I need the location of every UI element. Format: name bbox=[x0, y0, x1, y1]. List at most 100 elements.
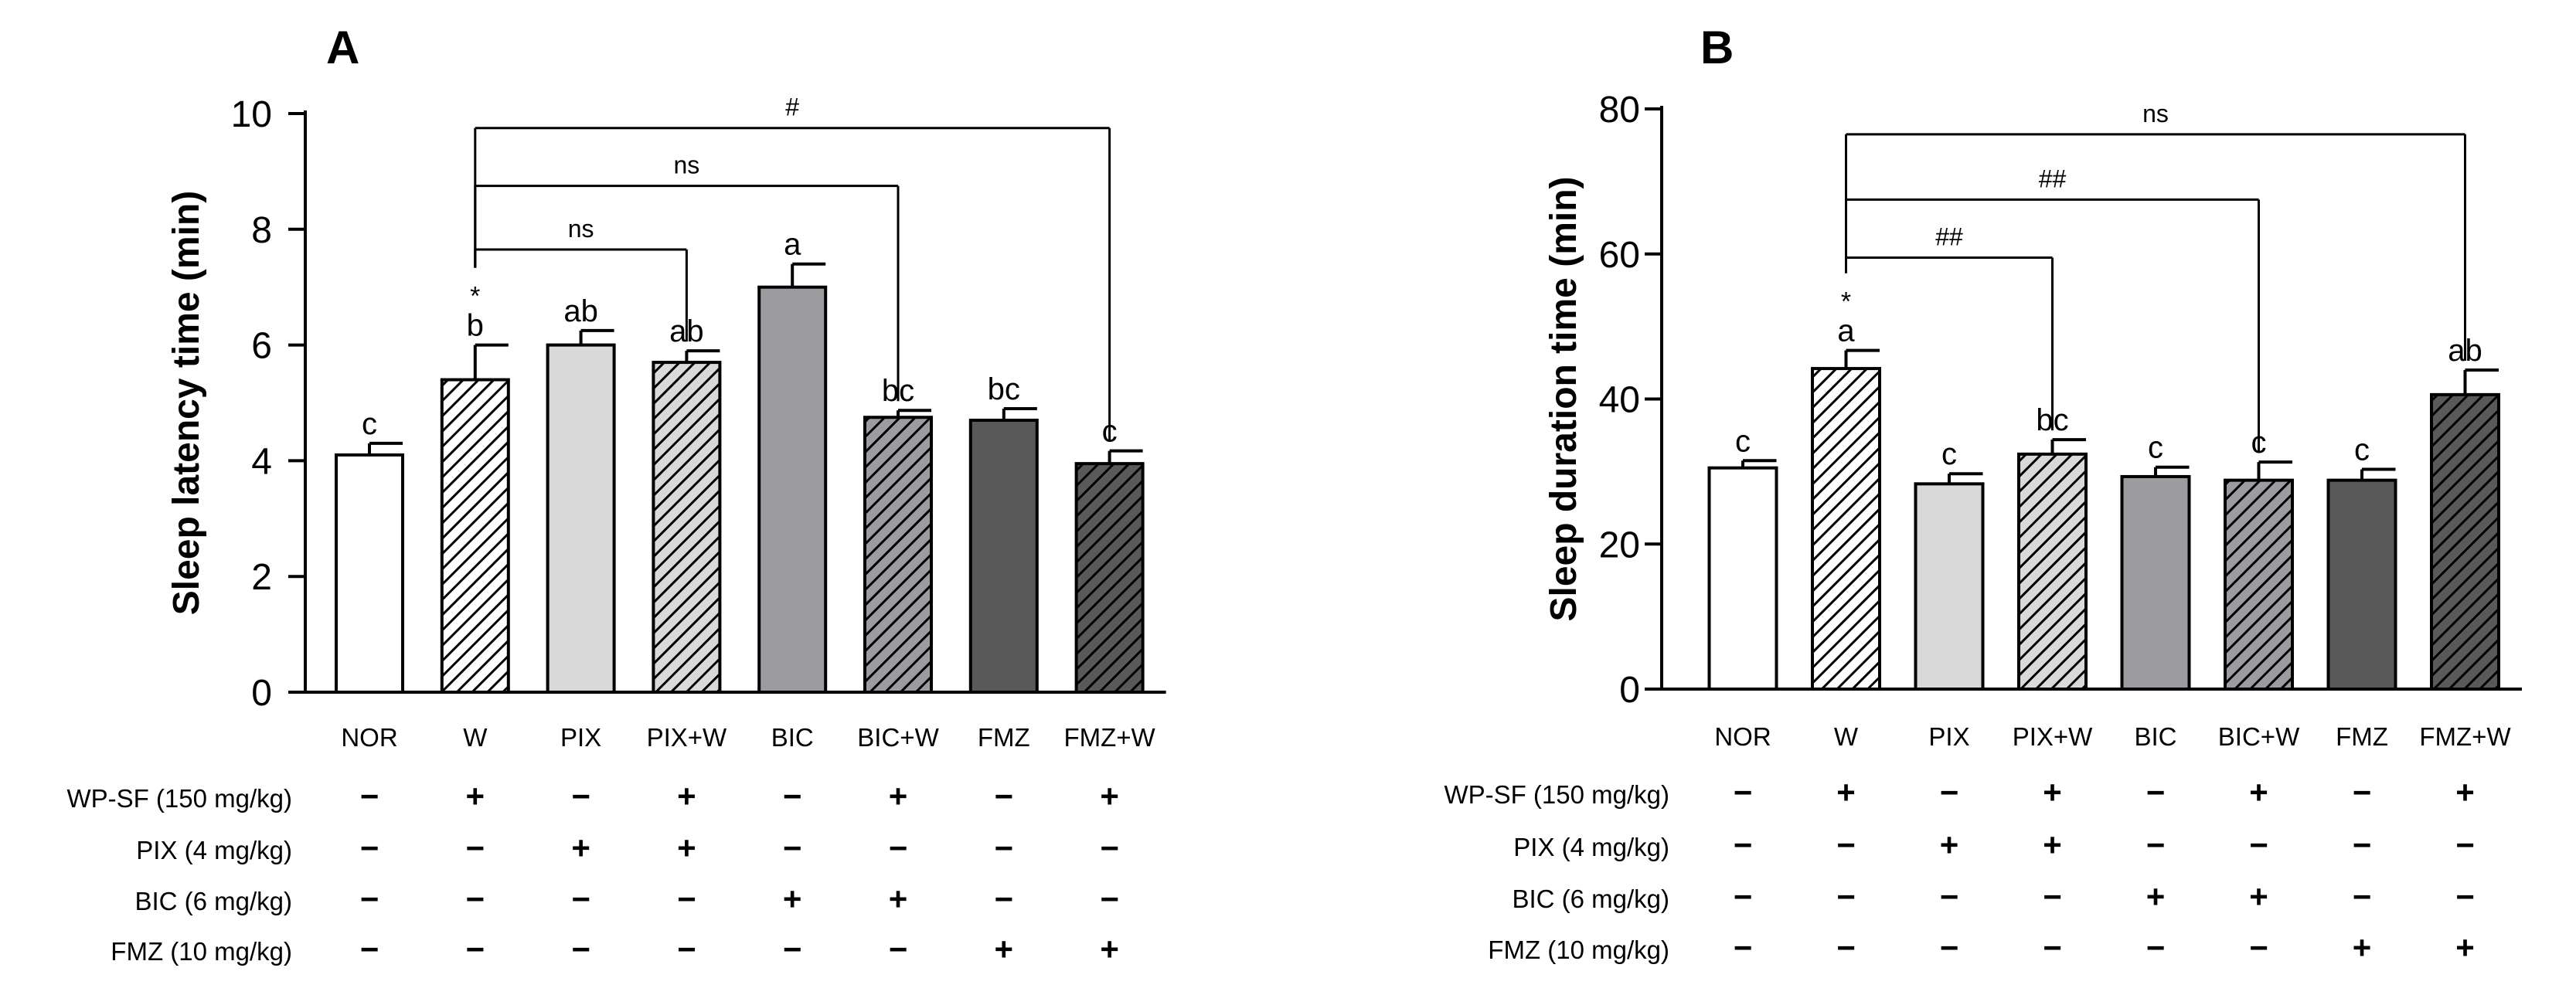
treatment-sign: − bbox=[677, 931, 696, 967]
treatment-sign: + bbox=[2146, 878, 2166, 915]
treatment-sign: − bbox=[783, 931, 802, 967]
treatment-sign: − bbox=[1940, 878, 1959, 915]
bar-pix-w bbox=[2017, 452, 2088, 691]
treatment-sign: − bbox=[1734, 929, 1753, 966]
significance-letter: c bbox=[362, 407, 377, 441]
treatment-sign: − bbox=[1940, 774, 1959, 810]
treatment-sign: + bbox=[2249, 878, 2268, 915]
treatment-sign: − bbox=[571, 931, 590, 967]
y-tick-label: 40 bbox=[1599, 380, 1640, 421]
treatment-sign: − bbox=[783, 830, 802, 866]
treatment-sign: − bbox=[783, 778, 802, 814]
treatment-sign: − bbox=[995, 881, 1014, 917]
x-tick-label: FMZ+W bbox=[2419, 722, 2511, 751]
y-tick-label: 4 bbox=[251, 441, 272, 482]
significance-letter: a bbox=[784, 228, 801, 262]
treatment-sign: + bbox=[2455, 929, 2475, 966]
y-tick-label: 60 bbox=[1599, 235, 1640, 276]
y-tick-label: 10 bbox=[231, 94, 272, 135]
treatment-sign: + bbox=[571, 830, 590, 866]
treatment-sign: − bbox=[360, 931, 379, 967]
significance-letter: c bbox=[2148, 431, 2163, 465]
treatment-sign: − bbox=[1836, 827, 1856, 863]
treatment-sign: − bbox=[889, 830, 908, 866]
treatment-sign: − bbox=[2146, 929, 2166, 966]
bar-bic-w bbox=[2224, 478, 2294, 691]
chart-b: Sleep duration time (min) 0 20 40 60 80 c NOR a*… bbox=[1444, 90, 2522, 966]
treatment-sign: + bbox=[466, 778, 485, 814]
x-tick-label: BIC+W bbox=[2218, 722, 2300, 751]
bar-bic-w bbox=[863, 416, 933, 694]
bracket-label: ## bbox=[2039, 165, 2067, 192]
bracket-label: ns bbox=[568, 215, 594, 243]
treatment-sign: − bbox=[466, 830, 485, 866]
treatment-sign: + bbox=[783, 881, 802, 917]
treatment-row-label: PIX (4 mg/kg) bbox=[136, 836, 292, 864]
treatment-sign: − bbox=[2043, 878, 2062, 915]
y-tick-label: 8 bbox=[251, 210, 272, 251]
x-tick-label: PIX+W bbox=[647, 723, 727, 752]
significance-letter: b bbox=[467, 309, 484, 343]
bracket-label: ns bbox=[2142, 100, 2169, 127]
x-tick-label: PIX bbox=[1928, 722, 1969, 751]
bar-nor bbox=[335, 453, 404, 694]
treatment-sign: − bbox=[2146, 774, 2166, 810]
treatment-sign: − bbox=[360, 778, 379, 814]
significance-letter: a bbox=[1837, 314, 1855, 348]
treatment-sign: − bbox=[2455, 827, 2475, 863]
treatment-sign: + bbox=[889, 778, 908, 814]
treatment-sign: − bbox=[360, 830, 379, 866]
treatment-sign: − bbox=[2249, 827, 2268, 863]
treatment-sign: − bbox=[1940, 929, 1959, 966]
treatment-sign: − bbox=[360, 881, 379, 917]
treatment-sign: + bbox=[1940, 827, 1959, 863]
treatment-sign: + bbox=[1836, 774, 1856, 810]
chart-a: Sleep latency time (min)0246810cNORb*Wab… bbox=[66, 93, 1166, 967]
bar-pix bbox=[546, 343, 616, 694]
treatment-sign: − bbox=[1734, 878, 1753, 915]
treatment-sign: − bbox=[2353, 878, 2372, 915]
y-tick-label: 80 bbox=[1599, 90, 1640, 131]
treatment-sign: − bbox=[677, 881, 696, 917]
bar-fmz-w bbox=[2430, 392, 2500, 691]
treatment-sign: − bbox=[1836, 878, 1856, 915]
bracket-label: ## bbox=[1935, 222, 1963, 250]
treatment-sign: + bbox=[1100, 778, 1119, 814]
y-tick-label: 0 bbox=[251, 673, 272, 714]
treatment-sign: − bbox=[2146, 827, 2166, 863]
treatment-row-label: BIC (6 mg/kg) bbox=[1512, 885, 1669, 913]
x-tick-label: PIX+W bbox=[2013, 722, 2093, 751]
treatment-row-label: WP-SF (150 mg/kg) bbox=[66, 784, 292, 813]
bar-fmz-w bbox=[1074, 462, 1145, 694]
y-tick-label: 6 bbox=[251, 326, 272, 367]
treatment-sign: + bbox=[677, 778, 696, 814]
treatment-sign: − bbox=[1734, 827, 1753, 863]
y-axis-label: Sleep latency time (min) bbox=[166, 191, 207, 616]
bracket-label: # bbox=[785, 93, 799, 121]
significance-letter: c bbox=[1941, 437, 1957, 471]
significance-star: * bbox=[1841, 287, 1851, 317]
x-tick-label: NOR bbox=[341, 723, 397, 752]
bar-fmz bbox=[968, 418, 1039, 694]
y-axis-label: Sleep duration time (min) bbox=[1543, 176, 1584, 621]
treatment-sign: − bbox=[889, 931, 908, 967]
treatment-sign: − bbox=[2249, 929, 2268, 966]
x-tick-label: FMZ bbox=[978, 723, 1030, 752]
treatment-sign: − bbox=[2353, 827, 2372, 863]
treatment-sign: − bbox=[2455, 878, 2475, 915]
significance-letter: ab bbox=[563, 294, 598, 328]
x-tick-label: FMZ bbox=[2336, 722, 2388, 751]
treatment-sign: + bbox=[2043, 827, 2062, 863]
bar-bic bbox=[757, 285, 828, 694]
treatment-sign: + bbox=[677, 830, 696, 866]
treatment-sign: + bbox=[2455, 774, 2475, 810]
treatment-sign: − bbox=[995, 778, 1014, 814]
x-tick-label: W bbox=[463, 723, 488, 752]
x-tick-label: BIC bbox=[2134, 722, 2176, 751]
x-tick-label: BIC bbox=[771, 723, 814, 752]
significance-letter: c bbox=[2354, 433, 2370, 467]
treatment-sign: − bbox=[2043, 929, 2062, 966]
bar-w bbox=[1811, 367, 1881, 691]
treatment-sign: + bbox=[2043, 774, 2062, 810]
treatment-sign: + bbox=[2353, 929, 2372, 966]
